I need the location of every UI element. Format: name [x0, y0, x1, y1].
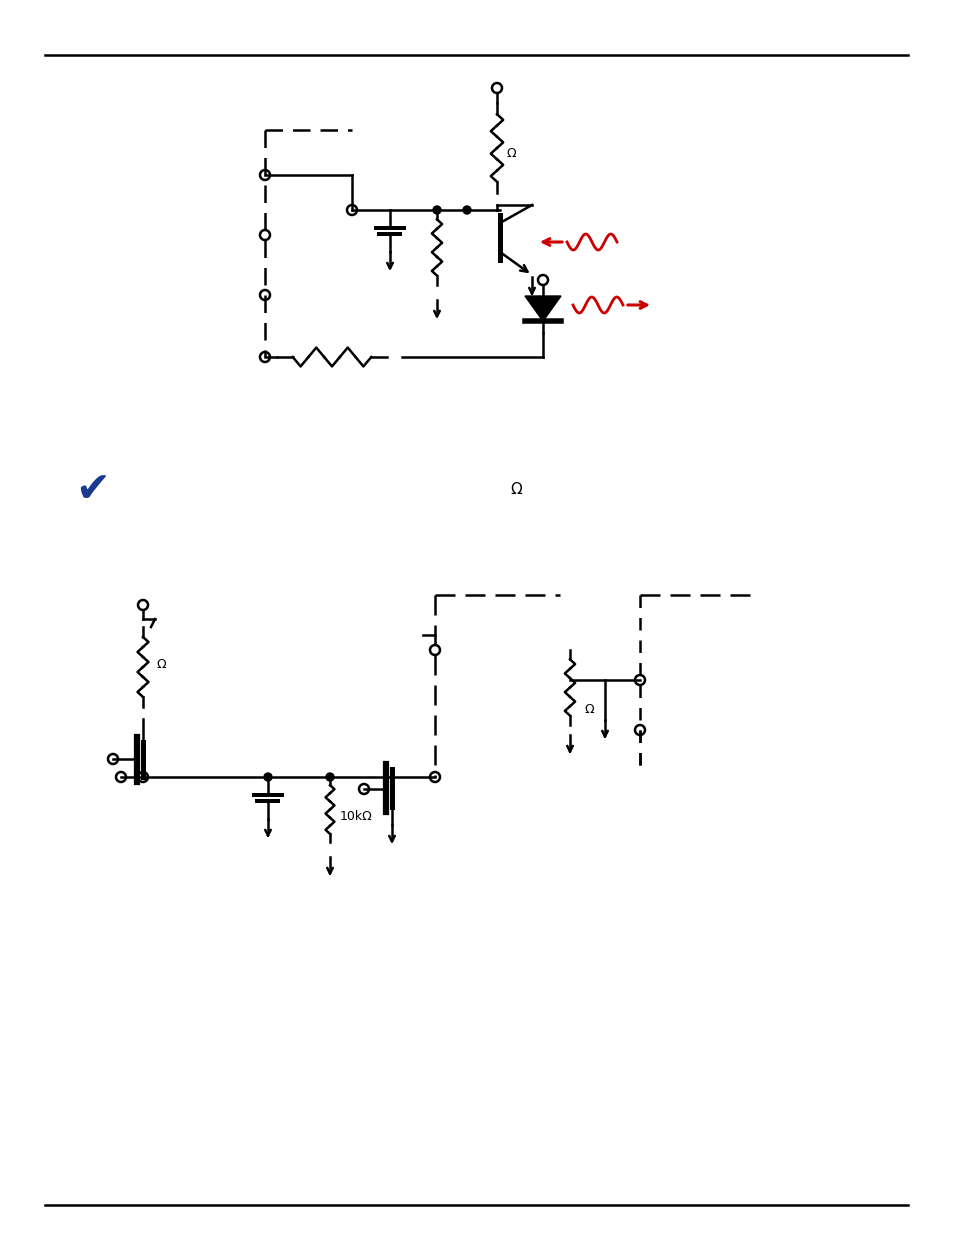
Circle shape [433, 206, 440, 214]
Text: Ω: Ω [506, 147, 517, 159]
Circle shape [326, 773, 334, 781]
Circle shape [462, 206, 471, 214]
Text: Ω: Ω [157, 658, 167, 672]
Text: Ω: Ω [510, 483, 521, 498]
Polygon shape [524, 296, 560, 321]
Text: Ω: Ω [584, 704, 594, 716]
Text: ✔: ✔ [75, 469, 110, 511]
Circle shape [264, 773, 272, 781]
Text: 10kΩ: 10kΩ [339, 810, 373, 824]
